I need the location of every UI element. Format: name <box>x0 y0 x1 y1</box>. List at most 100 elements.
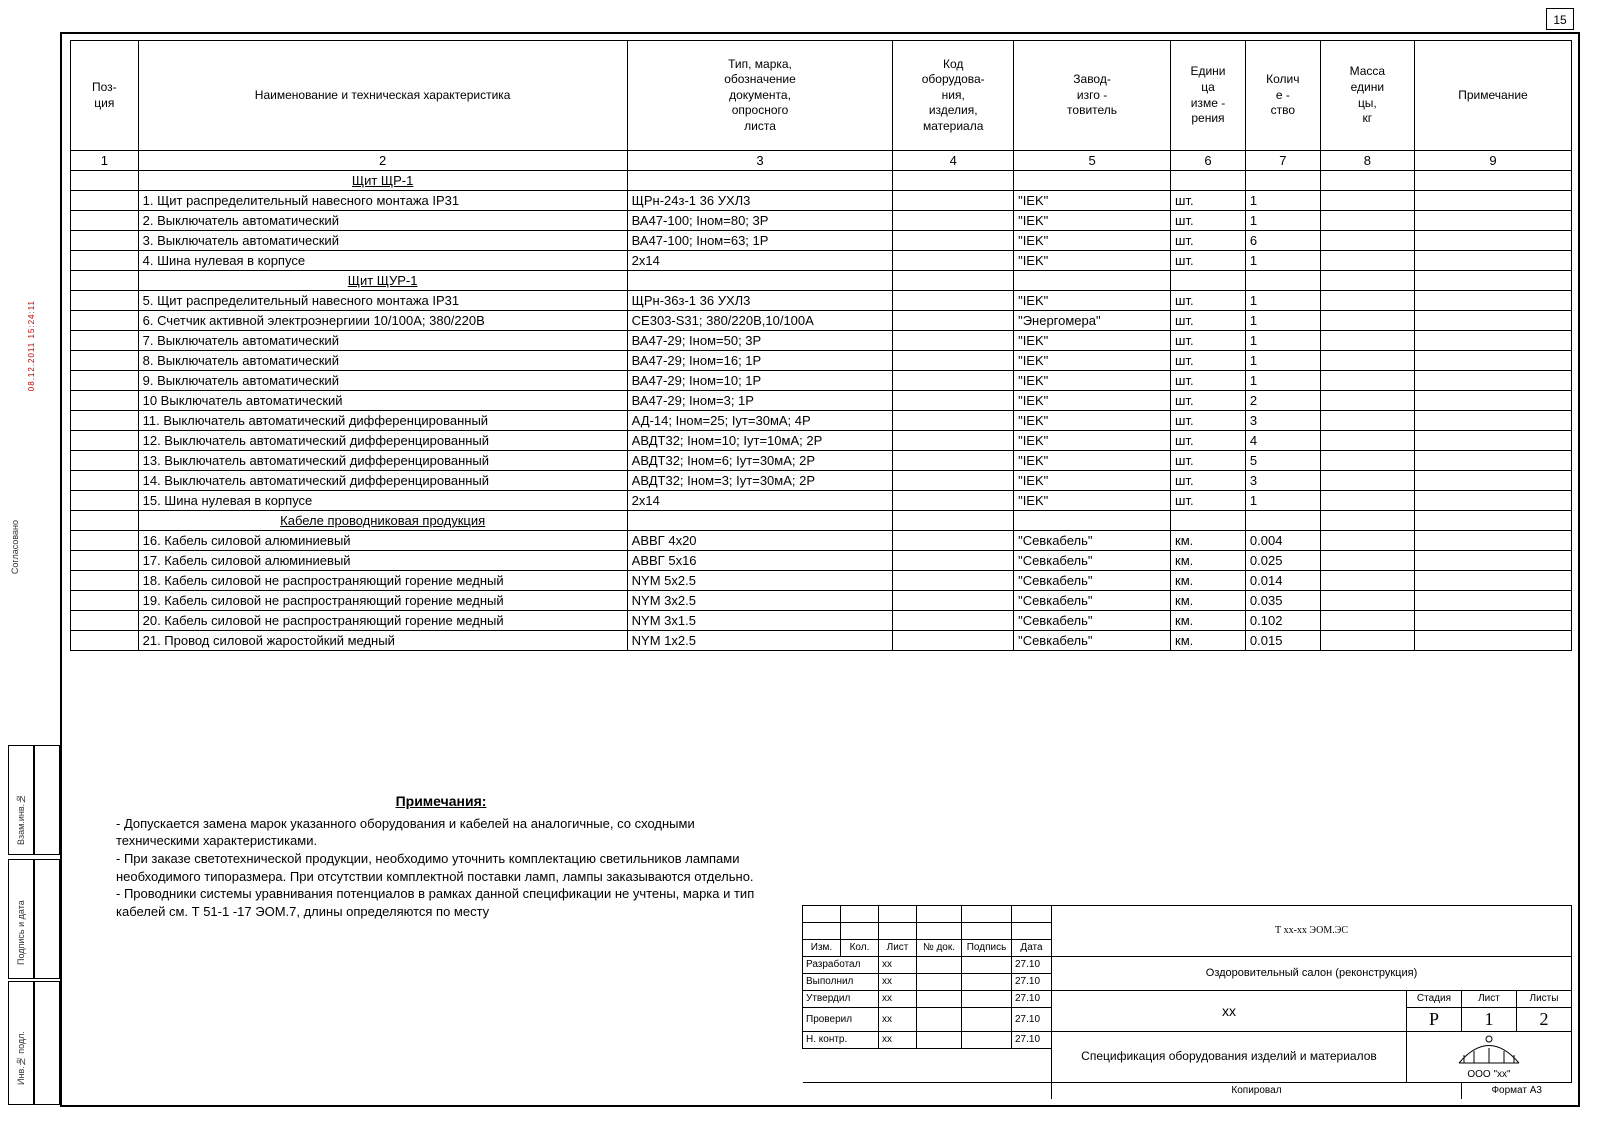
stage-val: Р <box>1406 1007 1461 1031</box>
page-number-box: 15 <box>1546 8 1574 30</box>
sign-cell: хх <box>879 990 917 1007</box>
rev-header: Дата <box>1012 939 1052 956</box>
col-number: 7 <box>1245 151 1320 171</box>
sign-cell: Н. контр. <box>803 1031 879 1048</box>
section-header: Кабеле проводниковая продукция <box>138 511 627 531</box>
table-row: 6. Счетчик активной электроэнергиии 10/1… <box>71 311 1572 331</box>
table-row: 11. Выключатель автоматический дифференц… <box>71 411 1572 431</box>
rev-header: Кол. <box>841 939 879 956</box>
sign-cell: 27.10 <box>1012 956 1052 973</box>
table-row: 18. Кабель силовой не распространяющий г… <box>71 571 1572 591</box>
table-row: 10 Выключатель автоматическийВА47-29; Iн… <box>71 391 1572 411</box>
table-row: 3. Выключатель автоматическийВА47-100; I… <box>71 231 1572 251</box>
sheet-hdr: Лист <box>1461 990 1516 1007</box>
table-row: 7. Выключатель автоматическийВА47-29; Iн… <box>71 331 1572 351</box>
label-soglasovano: Согласовано <box>10 520 20 574</box>
col-header: По­з-ция <box>71 41 139 151</box>
sign-cell: хх <box>879 1007 917 1031</box>
sign-cell <box>917 1007 962 1031</box>
notes-title: Примечания: <box>116 792 766 811</box>
sign-cell <box>917 990 962 1007</box>
title-block: Т хх-хх ЭОМ.ЭС Изм.Кол.Лист№ док.Подпись… <box>802 905 1572 1100</box>
sign-cell <box>962 956 1012 973</box>
table-row: 2. Выключатель автоматическийВА47-100; I… <box>71 211 1572 231</box>
col-number: 1 <box>71 151 139 171</box>
drawing-frame: 15 Взам.инв.№ Подпись и дата Инв.№ подл.… <box>60 32 1580 1107</box>
sign-cell: Выполнил <box>803 973 879 990</box>
sign-cell <box>917 1031 962 1048</box>
sign-cell: Проверил <box>803 1007 879 1031</box>
sheet-val: 1 <box>1461 1007 1516 1031</box>
footer-format: Формат А3 <box>1461 1082 1571 1099</box>
stage-hdr: Стадия <box>1406 990 1461 1007</box>
sign-cell: 27.10 <box>1012 973 1052 990</box>
sign-cell <box>917 973 962 990</box>
section-header: Щит ЩУР-1 <box>138 271 627 291</box>
sign-cell: Утвердил <box>803 990 879 1007</box>
sign-cell <box>962 1007 1012 1031</box>
rev-header: Лист <box>879 939 917 956</box>
label-vzam: Взам.инв.№ <box>16 755 26 845</box>
sign-cell: 27.10 <box>1012 1007 1052 1031</box>
table-row: 8. Выключатель автоматическийВА47-29; Iн… <box>71 351 1572 371</box>
note-line: - Допускается замена марок указанного об… <box>116 815 766 850</box>
sign-cell <box>962 973 1012 990</box>
sign-cell <box>962 990 1012 1007</box>
table-row: 1. Щит распределительный навесного монта… <box>71 191 1572 211</box>
sign-cell: Разработал <box>803 956 879 973</box>
col-header: Наименование и техническая характеристик… <box>138 41 627 151</box>
sign-cell <box>962 1031 1012 1048</box>
sign-cell: хх <box>879 973 917 990</box>
section-header: Щит ЩР-1 <box>138 171 627 191</box>
col-number: 5 <box>1014 151 1171 171</box>
table-row: 12. Выключатель автоматический дифференц… <box>71 431 1572 451</box>
table-row: 14. Выключатель автоматический дифференц… <box>71 471 1572 491</box>
rev-header: Подпись <box>962 939 1012 956</box>
footer-kopiroval: Копировал <box>1052 1082 1462 1099</box>
table-row: 13. Выключатель автоматический дифференц… <box>71 451 1572 471</box>
table-row: 9. Выключатель автоматическийВА47-29; Iн… <box>71 371 1572 391</box>
table-row: 17. Кабель силовой алюминиевыйАВВГ 5х16"… <box>71 551 1572 571</box>
sign-cell: хх <box>879 1031 917 1048</box>
table-row: 20. Кабель силовой не распространяющий г… <box>71 611 1572 631</box>
project-code: Т хх-хх ЭОМ.ЭС <box>1052 905 1572 956</box>
spec-table: По­з-цияНаименование и техническая харак… <box>70 40 1572 651</box>
sign-cell: 27.10 <box>1012 1031 1052 1048</box>
doc-name: Спецификация оборудования изделий и мате… <box>1052 1031 1407 1082</box>
label-podpis: Подпись и дата <box>16 865 26 965</box>
table-row: 15. Шина нулевая в корпусе2х14"IEK"шт.1 <box>71 491 1572 511</box>
col-header: Завод-изго -товитель <box>1014 41 1171 151</box>
table-row: 4. Шина нулевая в корпусе2х14"IEK"шт.1 <box>71 251 1572 271</box>
col-header: Кодоборудова-ния,изделия,материала <box>893 41 1014 151</box>
sign-cell: 27.10 <box>1012 990 1052 1007</box>
org-name: хх <box>1052 990 1407 1031</box>
col-header: Количе -ство <box>1245 41 1320 151</box>
col-number: 4 <box>893 151 1014 171</box>
notes-block: Примечания: - Допускается замена марок у… <box>116 792 766 920</box>
rev-header: Изм. <box>803 939 841 956</box>
col-number: 9 <box>1414 151 1571 171</box>
table-row: 16. Кабель силовой алюминиевыйАВВГ 4х20"… <box>71 531 1572 551</box>
sign-cell <box>917 956 962 973</box>
table-row: 5. Щит распределительный навесного монта… <box>71 291 1572 311</box>
table-row: 21. Провод силовой жаростойкий медныйNYM… <box>71 631 1572 651</box>
col-number: 2 <box>138 151 627 171</box>
label-inv: Инв.№ подл. <box>16 995 26 1085</box>
col-header: Единицаизме -рения <box>1171 41 1246 151</box>
project-name: Оздоровительный салон (реконструкция) <box>1052 956 1572 990</box>
note-line: - При заказе светотехнической продукции,… <box>116 850 766 885</box>
table-row: 19. Кабель силовой не распространяющий г… <box>71 591 1572 611</box>
col-header: Массаединицы,кг <box>1320 41 1414 151</box>
col-number: 6 <box>1171 151 1246 171</box>
col-number: 8 <box>1320 151 1414 171</box>
label-datestamp: 08.12.2011 15:24:11 <box>27 300 36 391</box>
sheets-hdr: Листы <box>1516 990 1571 1007</box>
note-line: - Проводники системы уравнивания потенци… <box>116 885 766 920</box>
sheets-val: 2 <box>1516 1007 1571 1031</box>
rev-header: № док. <box>917 939 962 956</box>
col-header: Примечание <box>1414 41 1571 151</box>
col-header: Тип, марка,обозначениедокумента,опросног… <box>627 41 893 151</box>
col-number: 3 <box>627 151 893 171</box>
org-logo: ООО "хх" <box>1406 1031 1571 1082</box>
sign-cell: хх <box>879 956 917 973</box>
